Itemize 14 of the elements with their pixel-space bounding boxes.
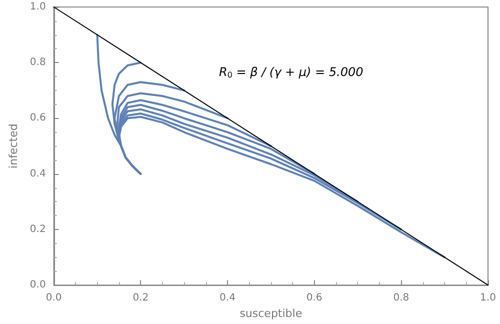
y-axis-title: infected <box>7 124 20 168</box>
x-tick-label: 0.0 <box>46 292 62 304</box>
y-tick-label: 0.8 <box>30 57 46 68</box>
y-tick-label: 0.6 <box>30 112 46 124</box>
x-tick-label: 0.2 <box>132 292 149 304</box>
x-tick-label: 1.0 <box>480 292 496 304</box>
y-tick-label: 0.4 <box>30 168 46 180</box>
y-tick-label: 0.2 <box>30 224 46 235</box>
x-tick-label: 0.8 <box>393 292 410 304</box>
y-tick-label: 0.0 <box>30 280 46 291</box>
x-tick-label: 0.6 <box>306 292 322 304</box>
y-tick-label: 1.0 <box>30 2 46 12</box>
x-tick-label: 0.4 <box>220 292 236 304</box>
x-axis-title: susceptible <box>240 307 302 320</box>
